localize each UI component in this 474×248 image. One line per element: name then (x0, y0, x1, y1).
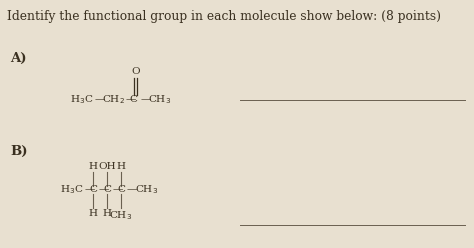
Text: CH$_3$: CH$_3$ (135, 184, 158, 196)
Text: C: C (103, 186, 111, 194)
Text: C: C (117, 186, 125, 194)
Text: Identify the functional group in each molecule show below: (8 points): Identify the functional group in each mo… (7, 10, 441, 23)
Text: H$_3$C: H$_3$C (60, 184, 83, 196)
Text: B): B) (10, 145, 27, 158)
Text: C: C (89, 186, 97, 194)
Text: C: C (129, 95, 137, 104)
Text: OH: OH (98, 162, 116, 171)
Text: CH$_3$: CH$_3$ (148, 93, 171, 106)
Text: —: — (85, 186, 95, 194)
Text: —: — (113, 186, 123, 194)
Text: H: H (102, 209, 111, 218)
Text: —: — (141, 95, 151, 104)
Text: —: — (126, 95, 137, 104)
Text: H$_3$C: H$_3$C (70, 93, 93, 106)
Text: —: — (95, 95, 105, 104)
Text: CH$_2$: CH$_2$ (102, 93, 125, 106)
Text: —: — (127, 186, 137, 194)
Text: H: H (89, 162, 98, 171)
Text: H: H (89, 209, 98, 218)
Text: H: H (117, 162, 126, 171)
Text: —: — (99, 186, 109, 194)
Text: CH$_3$: CH$_3$ (109, 209, 133, 222)
Text: A): A) (10, 52, 27, 65)
Text: O: O (132, 67, 140, 76)
